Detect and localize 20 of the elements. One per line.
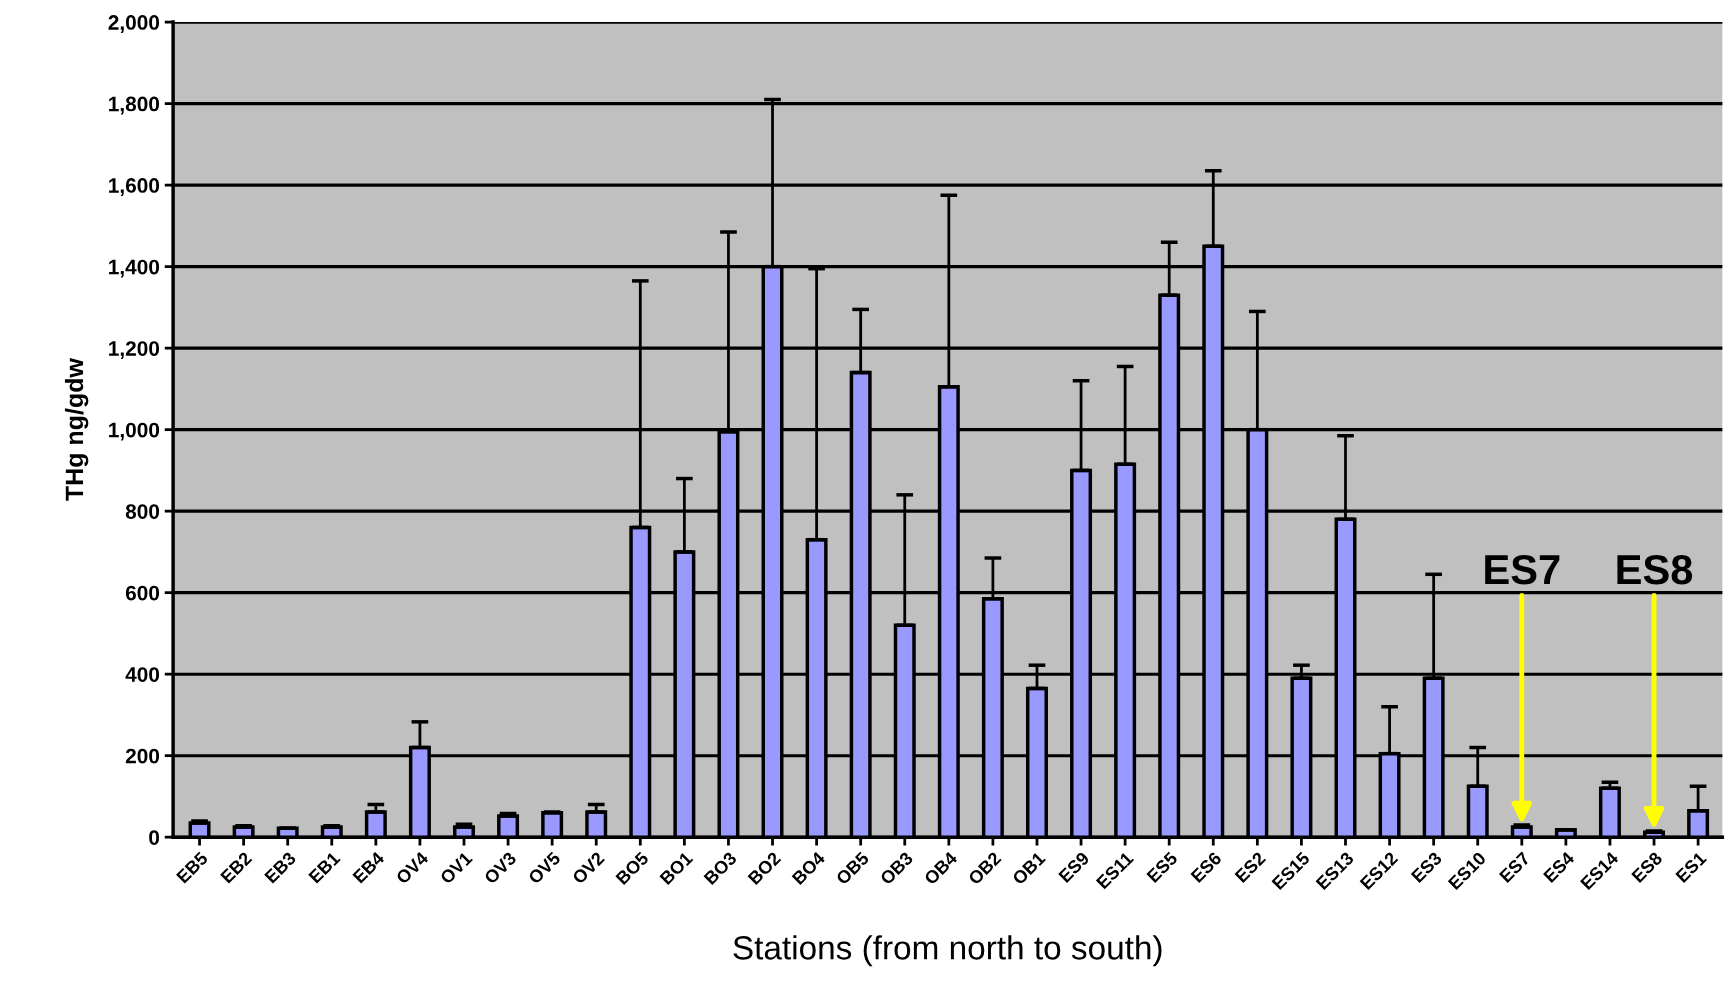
y-tick-label: 1,200 <box>109 341 160 359</box>
y-tick-label: 400 <box>125 667 160 682</box>
y-tick-label: 1,000 <box>109 422 160 441</box>
x-tick-label: OB1 <box>1011 851 1046 886</box>
x-tick-label: ES1 <box>1675 851 1708 884</box>
y-axis-title: THg ng/gdw <box>64 358 89 501</box>
y-tick-label: 600 <box>125 585 160 601</box>
y-tick-label: 0 <box>149 830 160 845</box>
annotation: ES8 <box>1617 554 1693 585</box>
x-axis-title: Stations (from north to south) <box>733 935 1162 967</box>
x-tick-label: OV1 <box>439 851 474 885</box>
y-tick-label: 1,400 <box>109 259 160 278</box>
y-tick-label: 800 <box>125 504 160 519</box>
x-tick-label: EB1 <box>308 851 341 884</box>
y-tick-label: 1,800 <box>109 96 160 115</box>
annotation: ES7 <box>1485 554 1560 585</box>
y-tick-label: 1,600 <box>109 178 160 196</box>
y-tick-label: 2,000 <box>108 15 160 33</box>
x-tick-label: ES9 <box>1058 851 1090 884</box>
y-tick-label: 200 <box>125 748 160 764</box>
